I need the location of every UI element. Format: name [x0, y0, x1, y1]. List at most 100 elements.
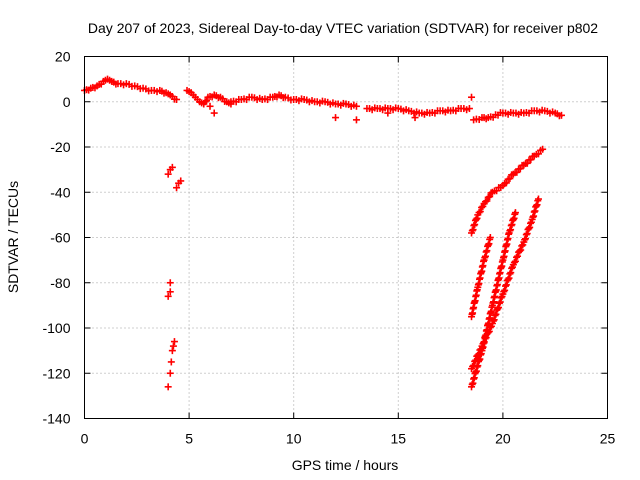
data-point — [510, 258, 518, 266]
data-point — [484, 329, 492, 337]
data-point — [512, 253, 520, 261]
data-point — [516, 247, 524, 255]
data-point — [476, 208, 484, 216]
data-point — [468, 93, 476, 101]
data-point — [472, 356, 480, 364]
data-point — [491, 312, 499, 320]
data-point — [332, 114, 340, 122]
data-point — [486, 323, 494, 331]
y-axis-label: SDTVAR / TECUs — [5, 181, 21, 293]
data-point — [517, 246, 525, 254]
data-point — [352, 102, 360, 110]
data-point — [526, 223, 534, 231]
data-point — [557, 111, 565, 119]
data-point — [166, 288, 174, 296]
data-point — [506, 270, 514, 278]
data-point — [210, 109, 218, 117]
data-point — [475, 350, 483, 358]
data-point — [534, 195, 542, 203]
data-point — [480, 339, 488, 347]
data-point — [164, 292, 172, 300]
x-tick-label: 15 — [391, 431, 407, 447]
data-point — [492, 310, 500, 318]
data-point — [474, 351, 482, 359]
data-point — [527, 219, 535, 227]
data-point — [481, 335, 489, 343]
data-point — [168, 347, 176, 355]
data-point — [525, 224, 533, 232]
x-tick-label: 20 — [495, 431, 511, 447]
x-tick-label: 0 — [81, 431, 89, 447]
data-point — [490, 316, 498, 324]
data-point — [485, 327, 493, 335]
data-point — [486, 234, 494, 241]
data-point — [206, 102, 214, 110]
data-point — [476, 346, 484, 354]
data-point — [514, 252, 522, 260]
data-point — [479, 340, 487, 348]
data-point — [203, 97, 211, 105]
data-point — [166, 369, 174, 377]
data-point — [502, 281, 510, 289]
data-marks — [81, 75, 565, 391]
data-point — [507, 269, 515, 277]
data-point — [469, 362, 477, 370]
data-point — [502, 179, 510, 187]
data-point — [495, 304, 503, 312]
data-point — [502, 282, 510, 290]
data-point — [167, 358, 175, 366]
y-tick-label: -140 — [42, 411, 70, 427]
data-point — [497, 294, 505, 302]
data-point — [486, 193, 494, 201]
data-point — [352, 116, 360, 124]
data-point — [511, 209, 519, 217]
data-point — [411, 114, 419, 122]
y-tick-label: -40 — [50, 184, 70, 200]
data-point — [170, 338, 178, 346]
axis-ticks: 0 5 10 15 20 25 20 0 -20 -40 -60 -80 -100 -120 -140 — [42, 49, 615, 447]
data-point — [475, 209, 483, 217]
data-point — [483, 197, 491, 205]
data-point — [501, 286, 509, 294]
data-point — [470, 361, 478, 369]
data-point — [539, 145, 547, 153]
data-point — [521, 235, 529, 243]
data-point — [164, 383, 172, 391]
data-point — [511, 257, 519, 265]
data-point — [508, 264, 516, 272]
y-tick-label: 20 — [55, 49, 71, 65]
data-point — [471, 357, 479, 365]
data-point — [521, 236, 529, 244]
data-point — [164, 170, 172, 178]
data-point — [495, 299, 503, 307]
data-point — [478, 203, 486, 211]
data-point — [173, 95, 181, 103]
data-point — [201, 98, 209, 106]
data-point — [489, 317, 497, 325]
y-tick-label: -100 — [42, 320, 70, 336]
data-point — [384, 109, 392, 117]
data-point — [177, 177, 185, 185]
y-tick-label: -80 — [50, 275, 70, 291]
data-point — [168, 163, 176, 171]
grid — [84, 56, 608, 419]
data-point — [496, 298, 504, 306]
x-tick-label: 25 — [600, 431, 616, 447]
y-tick-label: -60 — [50, 230, 70, 246]
x-axis-label: GPS time / hours — [292, 457, 399, 473]
data-point — [173, 184, 181, 192]
data-point — [494, 305, 502, 313]
data-point — [522, 231, 530, 239]
y-tick-label: -20 — [50, 139, 70, 155]
data-point — [166, 279, 174, 287]
chart-title: Day 207 of 2023, Sidereal Day-to-day VTE… — [88, 20, 598, 36]
data-point — [169, 342, 177, 350]
y-tick-label: 0 — [63, 94, 71, 110]
data-point — [523, 230, 531, 238]
data-point — [518, 242, 526, 250]
data-point — [500, 288, 508, 296]
data-point — [506, 175, 514, 183]
data-point — [505, 274, 513, 282]
